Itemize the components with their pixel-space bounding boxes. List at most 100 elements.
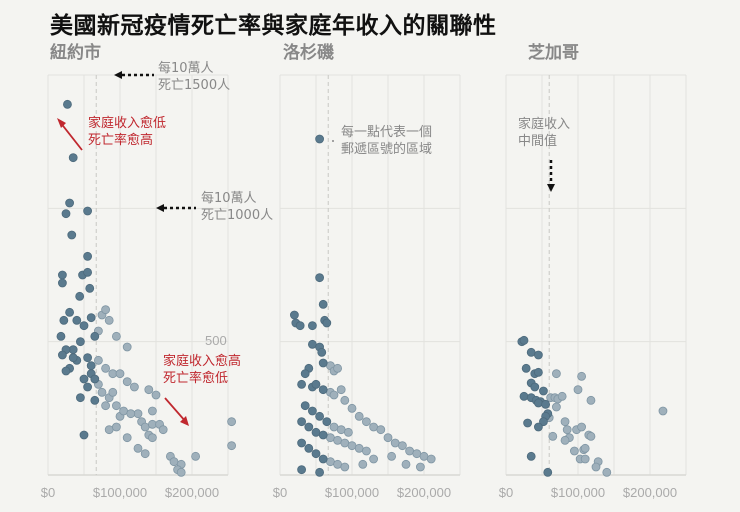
data-point: [58, 350, 67, 360]
data-point: [361, 417, 371, 427]
data-point: [158, 425, 168, 435]
data-point: [304, 443, 314, 453]
data-point: [361, 446, 371, 456]
data-point: [63, 99, 72, 109]
data-point: [119, 406, 128, 416]
data-point: [315, 134, 325, 144]
data-point: [79, 430, 89, 440]
data-point: [369, 454, 379, 464]
data-point: [340, 462, 350, 472]
panel-2: $0 $100,000 $200,000: [499, 74, 687, 500]
data-point: [387, 451, 397, 461]
annotation-1500: 每10萬人 死亡1500人: [158, 61, 231, 93]
data-point: [315, 411, 325, 421]
x-tick-label: $200,000: [397, 485, 451, 500]
data-point: [59, 315, 69, 325]
annotation-1000: 每10萬人 死亡1000人: [201, 191, 274, 223]
data-point: [318, 299, 328, 309]
data-point: [76, 393, 85, 403]
data-point: [133, 443, 143, 453]
data-point: [227, 417, 237, 427]
x-tick-label: $100,000: [325, 485, 379, 500]
data-point: [523, 418, 532, 428]
data-point: [176, 467, 186, 477]
data-point: [191, 451, 201, 461]
data-point: [318, 454, 328, 464]
data-point: [315, 273, 325, 283]
data-point: [539, 386, 548, 396]
data-point: [83, 353, 92, 363]
data-point: [560, 417, 570, 427]
data-point: [325, 457, 335, 467]
data-point: [354, 411, 364, 421]
data-point: [591, 462, 601, 472]
data-point: [297, 465, 307, 475]
data-point: [317, 347, 327, 357]
data-point: [602, 467, 612, 477]
annotation-each-dot: 每一點代表一個 郵遞區號的區域: [341, 125, 433, 157]
data-point: [557, 391, 567, 401]
data-point: [90, 374, 100, 384]
annotation-median: 家庭收入 中間值: [518, 117, 571, 149]
data-point: [86, 361, 96, 371]
data-point: [61, 209, 71, 219]
y-tick-label: 500: [205, 333, 227, 348]
data-point: [140, 449, 150, 459]
data-point: [307, 406, 317, 416]
data-point: [289, 310, 299, 320]
data-point: [343, 427, 353, 437]
data-point: [61, 366, 71, 376]
panel-title-new-york: 紐約市: [50, 43, 101, 63]
data-point: [79, 321, 89, 331]
annotation-low-income: 家庭收入愈低 死亡率愈高: [88, 116, 167, 148]
data-point: [340, 438, 350, 448]
data-point: [552, 402, 561, 412]
data-point: [79, 374, 89, 384]
data-point: [577, 371, 586, 381]
data-point: [115, 369, 125, 379]
data-point: [519, 391, 529, 401]
data-point: [580, 454, 590, 464]
data-point: [307, 339, 317, 349]
data-point: [72, 315, 82, 325]
data-point: [347, 403, 357, 413]
data-point: [68, 153, 78, 163]
data-point: [318, 385, 328, 395]
data-point: [426, 454, 436, 464]
data-point: [519, 335, 529, 345]
data-point: [534, 367, 543, 377]
data-point: [297, 438, 307, 448]
data-point: [85, 283, 95, 293]
data-point: [122, 377, 132, 387]
data-point: [311, 449, 321, 459]
data-point: [56, 331, 66, 341]
data-point: [354, 443, 364, 453]
data-point: [573, 385, 583, 395]
data-point: [94, 355, 103, 365]
data-point: [541, 399, 550, 409]
data-point: [315, 467, 325, 477]
data-point: [548, 431, 558, 441]
data-point: [58, 278, 67, 288]
annotation-high-income: 家庭收入愈高 死亡率愈低: [163, 354, 242, 386]
data-point: [304, 422, 314, 432]
data-point: [76, 337, 85, 347]
data-point: [570, 446, 579, 456]
data-point: [83, 267, 92, 277]
data-point: [358, 459, 368, 469]
data-point: [147, 406, 157, 416]
data-point: [543, 467, 553, 477]
chart-title: 美國新冠疫情死亡率與家庭年收入的關聯性: [50, 13, 497, 39]
data-point: [104, 425, 114, 435]
data-point: [311, 427, 321, 437]
data-point: [90, 331, 100, 341]
data-point: [58, 270, 67, 280]
data-point: [140, 422, 150, 432]
data-point: [126, 409, 136, 419]
data-point: [325, 433, 335, 443]
x-tick-label: $200,000: [623, 485, 677, 500]
data-point: [412, 449, 422, 459]
data-point: [318, 430, 328, 440]
data-point: [658, 406, 668, 416]
